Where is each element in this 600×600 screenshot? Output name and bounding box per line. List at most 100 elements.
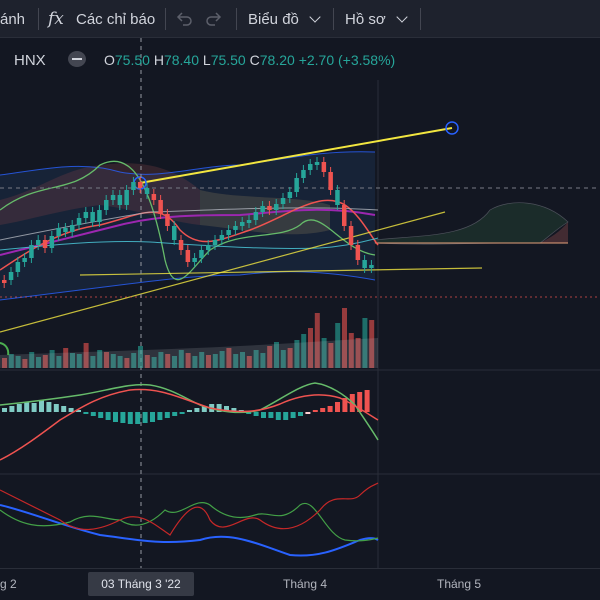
toolbar-partial-label: ánh <box>0 10 26 28</box>
candle <box>104 200 109 210</box>
volume-bar <box>97 350 103 368</box>
volume-bar <box>83 343 89 368</box>
ohlc-values: O75.50 H78.40 L75.50 C78.20 +2.70 (+3.58… <box>104 52 395 68</box>
candle <box>42 240 48 248</box>
candle <box>165 214 170 226</box>
volume-bar <box>8 354 14 368</box>
price-chart[interactable] <box>0 38 600 568</box>
volume-bar <box>274 342 279 368</box>
volume-bar <box>178 350 184 368</box>
macd-bar <box>261 412 266 418</box>
candle <box>206 245 211 250</box>
macd-bar <box>120 412 126 423</box>
volume-bar <box>90 356 96 368</box>
macd-bar <box>268 412 274 418</box>
volume-bar <box>29 352 35 368</box>
volume-bar <box>294 340 300 368</box>
macd-bar <box>194 408 200 412</box>
macd-bar <box>16 404 22 412</box>
redo-icon <box>206 12 222 26</box>
macd-bar <box>246 412 252 414</box>
volume-bar <box>192 356 198 368</box>
macd-bar <box>135 412 141 424</box>
chart-type-label: Biểu đồ <box>248 10 299 28</box>
volume-bar <box>233 354 239 368</box>
volume-bar <box>240 352 245 368</box>
high-value: 78.40 <box>163 52 199 68</box>
candle <box>131 182 136 190</box>
function-fx-icon: fx <box>48 9 64 29</box>
candle <box>63 228 68 232</box>
volume-bar <box>348 333 354 368</box>
hide-series-icon[interactable] <box>68 51 86 67</box>
volume-bar <box>138 346 143 368</box>
candle <box>335 190 340 205</box>
macd-bar <box>2 408 7 412</box>
macd-bar <box>31 403 37 412</box>
candle <box>117 195 123 205</box>
candle <box>138 182 143 188</box>
macd-bar <box>283 412 289 420</box>
macd-bar <box>105 412 111 420</box>
macd-bar <box>312 410 318 412</box>
volume-bar <box>22 359 28 368</box>
volume-bar <box>165 354 171 368</box>
candle <box>246 220 252 223</box>
candle <box>287 192 293 198</box>
chevron-down-icon <box>396 10 408 23</box>
candle <box>29 245 34 258</box>
candle <box>253 212 259 220</box>
date-label: Tháng 5 <box>437 577 482 591</box>
volume-bar <box>355 338 361 368</box>
candle <box>185 250 191 262</box>
candle <box>90 212 95 222</box>
profile-button[interactable]: Hồ sơ <box>345 0 408 38</box>
volume-bar <box>117 356 123 368</box>
close-key: C <box>249 52 260 68</box>
candle <box>144 188 150 194</box>
volume-bar <box>42 355 48 368</box>
top-toolbar: ánh fx Các chỉ báo Biểu đồ Hồ sơ <box>0 0 600 38</box>
macd-bar <box>127 412 133 424</box>
date-axis[interactable]: g 2 03 Tháng 3 '22 Tháng 4 Tháng 5 <box>0 568 600 600</box>
volume-bar <box>369 320 375 368</box>
candle <box>76 218 82 225</box>
low-key: L <box>202 52 211 68</box>
volume-bar <box>260 353 266 368</box>
toolbar-separator <box>236 8 237 30</box>
volume-bar <box>15 356 21 368</box>
candle <box>328 172 333 190</box>
volume-bar <box>131 353 137 368</box>
volume-bar <box>335 323 341 368</box>
chart-type-button[interactable]: Biểu đồ <box>248 0 321 38</box>
candle <box>158 200 163 214</box>
indicators-button[interactable]: fx Các chỉ báo <box>48 0 155 38</box>
chevron-down-icon <box>309 10 321 23</box>
redo-button[interactable] <box>205 0 223 38</box>
volume-bar <box>212 354 218 368</box>
candle <box>348 226 354 245</box>
volume-bar <box>206 355 211 368</box>
macd-bar <box>305 412 311 414</box>
candle <box>192 258 197 262</box>
macd-bar <box>290 412 296 418</box>
toolbar-separator <box>38 8 39 30</box>
candle <box>321 162 327 172</box>
undo-button[interactable] <box>175 0 193 38</box>
candle <box>369 265 374 268</box>
indicators-label: Các chỉ báo <box>76 10 156 28</box>
candle <box>274 204 279 210</box>
macd-bar <box>9 406 15 412</box>
change-value: +2.70 (+3.58%) <box>298 52 396 68</box>
candle <box>15 262 21 272</box>
volume-bar <box>76 354 82 368</box>
volume-bar <box>158 352 164 368</box>
symbol-label[interactable]: HNX <box>14 51 46 69</box>
macd-bar <box>53 404 59 412</box>
candle <box>2 280 7 283</box>
macd-bar <box>90 412 96 416</box>
volume-bar <box>70 353 75 368</box>
candle <box>226 230 231 235</box>
volume-bar <box>49 350 55 368</box>
toolbar-partial-item[interactable]: ánh <box>0 0 25 38</box>
